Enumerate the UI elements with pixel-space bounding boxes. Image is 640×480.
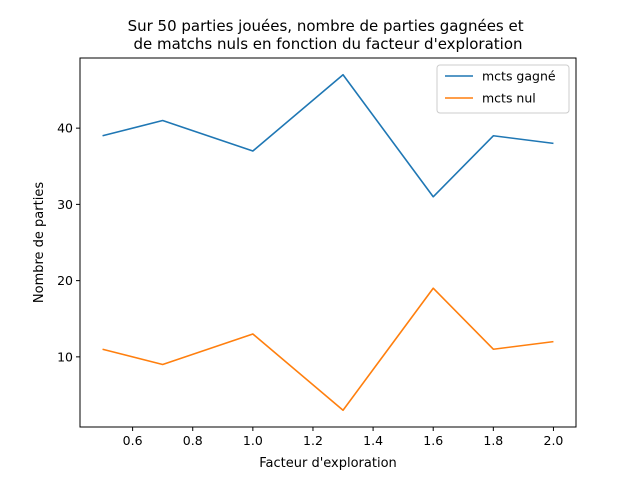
legend-box [436, 64, 570, 114]
x-tick-label: 1.6 [423, 433, 443, 448]
x-tick-label: 1.0 [243, 433, 263, 448]
y-tick-label: 20 [57, 273, 73, 288]
x-axis-label: Facteur d'exploration [259, 456, 397, 471]
chart-title: Sur 50 parties jouées, nombre de parties… [128, 17, 529, 53]
plot-frame [79, 57, 577, 428]
y-axis-label: Nombre de parties [32, 182, 47, 303]
ticks-layer: 0.6 0.8 1.0 1.2 1.4 1.6 1.8 2.0 10 20 30 40 [57, 121, 563, 448]
series-layer [102, 73, 554, 412]
x-tick-label: 1.2 [303, 433, 323, 448]
x-tick-label: 0.8 [183, 433, 203, 448]
legend-label-mcts-nul: mcts nul [482, 91, 536, 106]
y-tick-label: 10 [57, 349, 73, 364]
x-tick-label: 0.6 [123, 433, 143, 448]
y-tick-label: 40 [57, 121, 73, 136]
x-tick-label: 1.4 [363, 433, 383, 448]
chart-title-line-2: de matchs nuls en fonction du facteur d'… [133, 35, 522, 53]
series-line-mcts-nul [102, 287, 554, 412]
chart-title-line-1: Sur 50 parties jouées, nombre de parties… [128, 17, 524, 35]
legend: mcts gagné mcts nul [436, 64, 570, 114]
y-tick-label: 30 [57, 197, 73, 212]
x-tick-label: 2.0 [544, 433, 564, 448]
x-tick-label: 1.8 [483, 433, 503, 448]
series-line-mcts-gagne [102, 73, 554, 198]
legend-label-mcts-gagne: mcts gagné [482, 69, 556, 84]
